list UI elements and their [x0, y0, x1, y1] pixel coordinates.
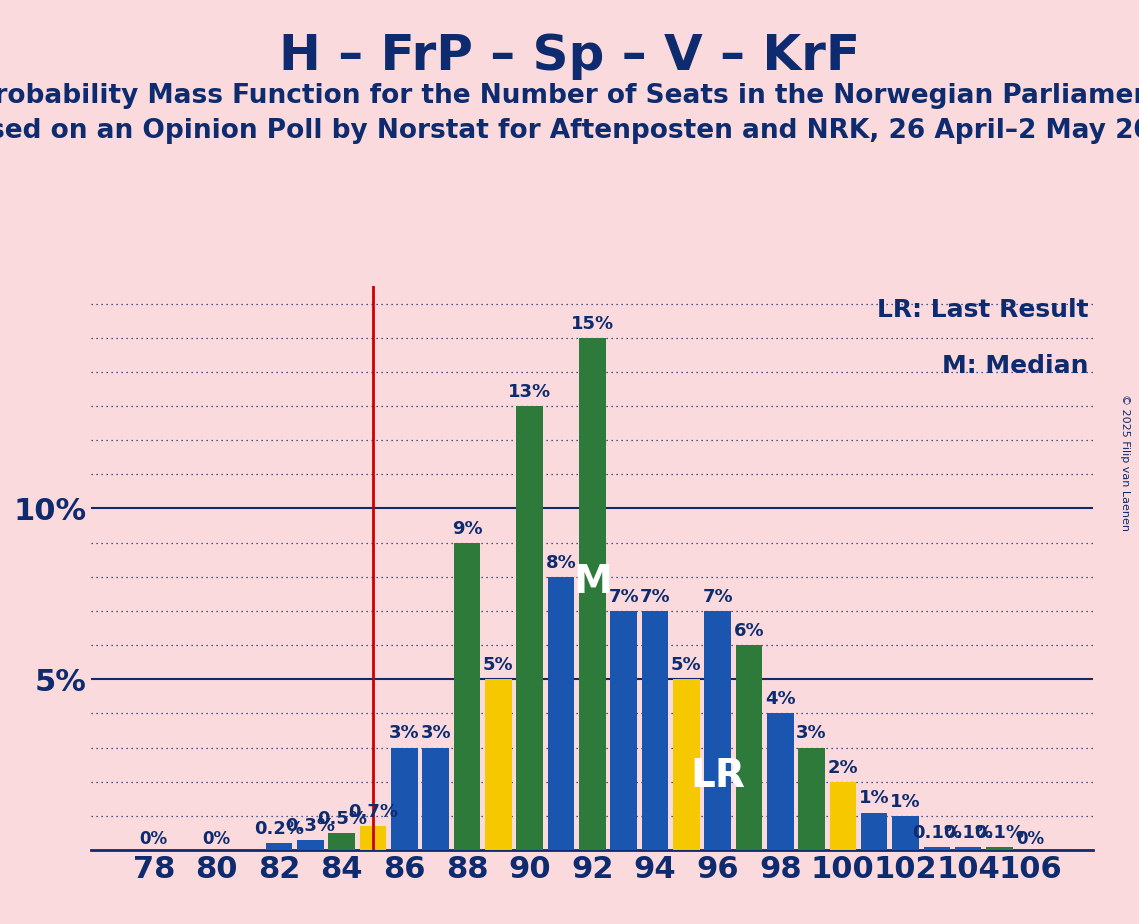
Text: M: Median: M: Median — [942, 354, 1089, 378]
Text: 0.5%: 0.5% — [317, 809, 367, 828]
Bar — [485, 679, 511, 850]
Text: 8%: 8% — [546, 553, 576, 572]
Text: 0%: 0% — [140, 831, 167, 848]
Text: 0.1%: 0.1% — [943, 823, 993, 842]
Text: © 2025 Filip van Laenen: © 2025 Filip van Laenen — [1121, 394, 1130, 530]
Bar — [516, 406, 543, 850]
Text: 5%: 5% — [671, 656, 702, 675]
Bar — [704, 611, 731, 850]
Text: 13%: 13% — [508, 383, 551, 401]
Text: 0.3%: 0.3% — [286, 817, 335, 834]
Text: 5%: 5% — [483, 656, 514, 675]
Text: 15%: 15% — [571, 314, 614, 333]
Bar — [265, 844, 293, 850]
Text: 7%: 7% — [703, 588, 732, 606]
Bar — [673, 679, 699, 850]
Text: Probability Mass Function for the Number of Seats in the Norwegian Parliament: Probability Mass Function for the Number… — [0, 83, 1139, 109]
Text: 0.7%: 0.7% — [349, 803, 398, 821]
Text: 7%: 7% — [640, 588, 670, 606]
Text: 6%: 6% — [734, 622, 764, 640]
Bar — [829, 782, 857, 850]
Bar — [297, 840, 323, 850]
Bar — [391, 748, 418, 850]
Text: 0%: 0% — [203, 831, 230, 848]
Bar — [986, 846, 1013, 850]
Bar — [328, 833, 355, 850]
Text: 0%: 0% — [1017, 831, 1044, 848]
Text: 3%: 3% — [390, 724, 419, 743]
Bar — [360, 826, 386, 850]
Text: 4%: 4% — [765, 690, 795, 709]
Bar — [423, 748, 449, 850]
Text: H – FrP – Sp – V – KrF: H – FrP – Sp – V – KrF — [279, 32, 860, 80]
Text: LR: LR — [690, 758, 745, 796]
Text: 1%: 1% — [859, 789, 890, 808]
Text: M: M — [573, 563, 612, 601]
Bar — [641, 611, 669, 850]
Bar — [611, 611, 637, 850]
Bar — [736, 645, 762, 850]
Bar — [798, 748, 825, 850]
Text: 0.1%: 0.1% — [912, 823, 961, 842]
Bar — [453, 542, 481, 850]
Text: 3%: 3% — [796, 724, 827, 743]
Bar — [767, 713, 794, 850]
Text: 1%: 1% — [891, 793, 920, 810]
Bar — [892, 816, 919, 850]
Bar — [954, 846, 982, 850]
Bar — [579, 337, 606, 850]
Bar — [924, 846, 950, 850]
Text: 9%: 9% — [452, 519, 482, 538]
Text: 7%: 7% — [608, 588, 639, 606]
Text: 2%: 2% — [828, 759, 858, 777]
Text: 0.1%: 0.1% — [975, 823, 1024, 842]
Text: LR: Last Result: LR: Last Result — [877, 298, 1089, 322]
Text: 0.2%: 0.2% — [254, 821, 304, 838]
Bar — [548, 577, 574, 850]
Text: 3%: 3% — [420, 724, 451, 743]
Text: Based on an Opinion Poll by Norstat for Aftenposten and NRK, 26 April–2 May 2022: Based on an Opinion Poll by Norstat for … — [0, 118, 1139, 144]
Bar — [861, 812, 887, 850]
